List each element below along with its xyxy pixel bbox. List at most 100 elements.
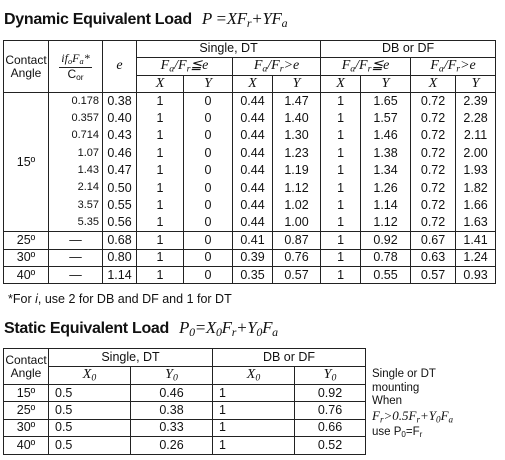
value-cell: 1 [136,144,184,163]
text-part: P = [201,9,227,28]
text-part: F [440,407,449,423]
value-cell: 0 [183,231,233,250]
text-part: , use 2 for DB and DF and 1 for DT [37,292,232,306]
value-cell: 0.72 [410,162,457,180]
header-cell: Y [455,75,497,93]
value-cell: 40º [3,436,49,455]
value-cell: 1 [320,144,362,163]
value-cell: 1.57 [360,109,412,128]
value-cell: 1.43 [48,162,103,180]
header-row: Contact Angle ifoFa* Cor e Single, DT DB or D… [3,40,497,93]
text-part: * [83,50,90,65]
text-part: +YF [251,9,282,28]
value-cell: 1.40 [271,109,322,128]
value-cell: 0 [183,92,233,110]
header-cell: Y [271,75,322,93]
value-cell: 0 [183,248,233,267]
value-cell: 0.38 [129,401,214,420]
value-cell: 1.41 [455,231,497,250]
text-part: a [448,413,454,424]
header-cell: Y [360,75,412,93]
text-part: F [253,57,263,73]
value-cell: 1 [136,109,184,128]
text-part: a [281,15,288,30]
text-part: F [341,57,351,73]
header-cell: Contact Angle [3,348,49,385]
value-cell: 0.43 [102,127,137,145]
text-part: a [272,324,278,339]
value-cell: 0.44 [232,162,273,180]
value-cell: 1 [320,92,362,110]
text-part: 0 [331,372,337,384]
data-row: 25º —0.68 1 0 0.41 0.87 1 0.92 0.67 1.41 [3,231,497,250]
value-cell: 1.46 [360,127,412,145]
header-cell: DB or DF [212,348,367,367]
text-part: /F [355,57,368,73]
value-cell: 0.80 [102,248,137,267]
text-part: a [79,56,84,66]
text-part: r [416,413,421,424]
text-part: XF [226,9,247,28]
title-text: Static Equivalent Load [4,320,169,337]
header-cell: X [232,75,273,93]
value-cell: 1 [136,127,184,145]
text-part: Y [323,366,332,382]
text-part: X [82,366,92,382]
value-cell: 30º [3,418,49,438]
header-row: X0 Y0 X0 Y0 [4,366,367,385]
value-cell: 0.44 [232,127,273,145]
value-cell: 0 [183,144,233,163]
header-cell: Fa/Fr≦e [136,57,233,76]
value-cell: 0.44 [232,179,273,197]
value-cell: 0.44 [232,196,273,215]
value-cell: 1.19 [271,162,322,180]
angle-cell: 30º [3,248,49,267]
value-cell: 1.14 [360,196,412,215]
value-cell: 0.5 [48,383,131,403]
value-cell: 1.23 [271,144,322,163]
text-part: r [379,413,384,424]
text-part: i [35,292,38,306]
text-part: X [246,366,256,382]
value-cell: 0.67 [410,231,457,250]
value-cell: 1 [320,127,362,145]
formula: P0=X0Fr+Y0Fa [179,318,278,339]
value-cell: 0 [183,162,233,180]
text-part: r [279,63,284,75]
value-cell: 0.44 [232,92,273,110]
text-part: F [372,407,380,423]
value-cell: 0 [183,109,233,128]
text-part: 0 [401,430,406,440]
static-title: Static Equivalent Load P0=X0Fr+Y0Fa [4,318,278,340]
value-cell: 1 [136,248,184,267]
data-row: 30º —0.80 1 0 0.39 0.76 1 0.78 0.63 1.24 [3,248,497,267]
angle-cell: 25º [3,231,49,250]
text-part: a [438,63,444,75]
header-cell: Fa/Fr>e [231,57,322,76]
static-table: Contact Angle Single, DT DB or DF X0 Y0 X0 Y0 1… [3,348,367,455]
value-cell: 0.26 [129,436,214,455]
header-cell: X [410,75,457,93]
value-cell: 1 [320,214,362,233]
data-row: 2.14 0.50 1 0 0.44 1.12 1 1.26 0.72 1.82 [4,179,497,197]
text-part: 0 [91,372,97,384]
text-part: 0 [256,324,263,339]
value-cell: 0.72 [410,109,457,128]
value-cell: 3.57 [48,196,103,215]
value-cell: 0.5 [48,401,131,420]
fraction-bottom: Cor [67,67,83,81]
header-cell: X [320,75,362,93]
value-cell: 1.07 [48,144,103,163]
value-cell: 0.68 [102,231,137,250]
value-cell: 2.00 [455,144,497,163]
value-cell: 0.92 [294,383,367,403]
value-cell: 0.5 [48,418,131,438]
value-cell: 0.72 [410,127,457,145]
value-cell: 1 [136,92,184,110]
value-cell: 0.357 [48,109,103,128]
text-part: ≦e [190,57,209,73]
value-cell: 1 [320,196,362,215]
text-part: r [231,324,237,339]
header-cell: Y0 [129,366,214,385]
text-part: F [430,57,439,73]
